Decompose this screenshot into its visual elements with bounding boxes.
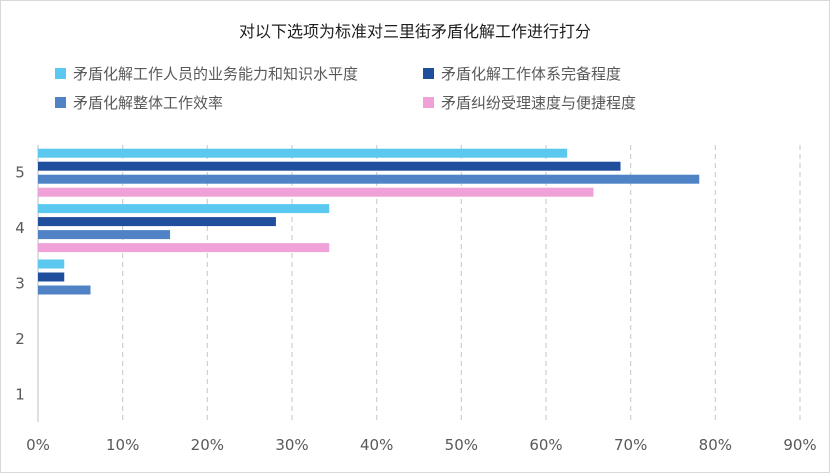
y-tick-label: 5 xyxy=(15,164,25,182)
bar xyxy=(38,174,700,184)
bar xyxy=(38,285,91,295)
bar xyxy=(38,230,171,240)
legend-label-series-3: 矛盾化解整体工作效率 xyxy=(73,94,224,112)
x-tick-label: 20% xyxy=(191,436,224,454)
legend-item-series-1: 矛盾化解工作人员的业务能力和知识水平度 xyxy=(55,63,358,84)
chart-title: 对以下选项为标准对三里街矛盾化解工作进行打分 xyxy=(238,22,591,41)
x-tick-label: 10% xyxy=(106,436,139,454)
y-tick-label: 3 xyxy=(15,275,25,293)
legend-swatch-series-4 xyxy=(423,97,434,108)
x-tick-label: 40% xyxy=(360,436,393,454)
legend-label-series-1: 矛盾化解工作人员的业务能力和知识水平度 xyxy=(73,65,359,83)
legend-swatch-series-2 xyxy=(423,68,434,79)
x-tick-label: 50% xyxy=(445,436,478,454)
y-tick-label: 4 xyxy=(15,219,25,237)
y-tick-label: 1 xyxy=(15,385,25,403)
legend-item-series-4: 矛盾纠纷受理速度与便捷程度 xyxy=(423,92,636,113)
bar xyxy=(38,187,594,197)
x-tick-label: 80% xyxy=(699,436,732,454)
x-tick-label: 0% xyxy=(26,436,50,454)
legend-swatch-series-3 xyxy=(55,97,66,108)
bar xyxy=(38,161,621,171)
bar xyxy=(38,259,65,269)
legend-item-series-3: 矛盾化解整体工作效率 xyxy=(55,92,223,113)
legend-label-series-2: 矛盾化解工作体系完备程度 xyxy=(441,65,622,83)
x-tick-label: 60% xyxy=(529,436,562,454)
bar xyxy=(38,272,65,282)
y-tick-label: 2 xyxy=(15,330,25,348)
bar xyxy=(38,204,330,214)
bar xyxy=(38,243,330,253)
legend-label-series-4: 矛盾纠纷受理速度与便捷程度 xyxy=(441,94,637,112)
legend-item-series-2: 矛盾化解工作体系完备程度 xyxy=(423,63,621,84)
bar xyxy=(38,148,568,158)
x-tick-label: 30% xyxy=(275,436,308,454)
legend-swatch-series-1 xyxy=(55,68,66,79)
bar xyxy=(38,217,276,227)
x-tick-label: 90% xyxy=(783,436,816,454)
x-tick-label: 70% xyxy=(614,436,647,454)
